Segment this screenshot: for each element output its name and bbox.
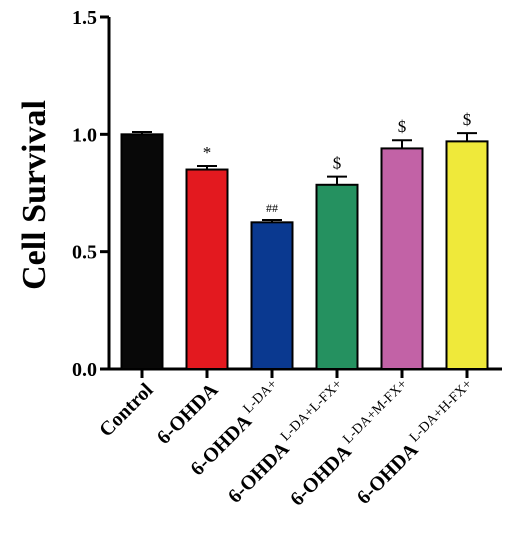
significance-label: $ bbox=[463, 110, 472, 129]
y-tick-label: 0.5 bbox=[72, 242, 97, 264]
category-main-label: Control bbox=[95, 379, 158, 442]
y-axis-label: Cell Survival bbox=[16, 100, 53, 290]
x-tick-label: 6-OHDAL-DA+H-FX+ bbox=[351, 377, 483, 509]
significance-label: ## bbox=[266, 201, 278, 215]
bar bbox=[380, 147, 424, 370]
x-tick-label: 6-OHDAL-DA+M-FX+ bbox=[284, 377, 418, 511]
axes: 0.0 0.5 1.0 1.5 bbox=[72, 7, 502, 381]
significance-label: * bbox=[203, 143, 212, 162]
category-superscript-label: L-DA+M-FX+ bbox=[340, 377, 410, 447]
x-tick-labels: Control6-OHDA6-OHDAL-DA+6-OHDAL-DA+L-FX+… bbox=[95, 377, 483, 511]
y-tick-label: 0.0 bbox=[72, 359, 97, 381]
bar bbox=[185, 168, 229, 370]
y-tick-label: 1.0 bbox=[72, 124, 97, 146]
significance-label: $ bbox=[398, 117, 407, 136]
x-tick-label: 6-OHDAL-DA+L-FX+ bbox=[222, 377, 353, 508]
x-tick-label: Control bbox=[95, 379, 158, 442]
category-main-label: 6-OHDA bbox=[224, 438, 294, 508]
bar bbox=[250, 221, 294, 370]
category-superscript-label: L-DA+ bbox=[241, 377, 281, 417]
y-tick-label: 1.5 bbox=[72, 7, 97, 29]
significance-label: $ bbox=[333, 154, 342, 173]
bar bbox=[315, 183, 359, 370]
bar bbox=[120, 133, 164, 370]
bars-group: * ## $ $ $ bbox=[120, 110, 489, 370]
bar bbox=[445, 140, 489, 370]
category-main-label: 6-OHDA bbox=[286, 440, 356, 510]
category-superscript-label: L-DA+L-FX+ bbox=[278, 377, 345, 444]
category-superscript-label: L-DA+H-FX+ bbox=[407, 377, 476, 446]
category-main-label: 6-OHDA bbox=[353, 439, 423, 509]
